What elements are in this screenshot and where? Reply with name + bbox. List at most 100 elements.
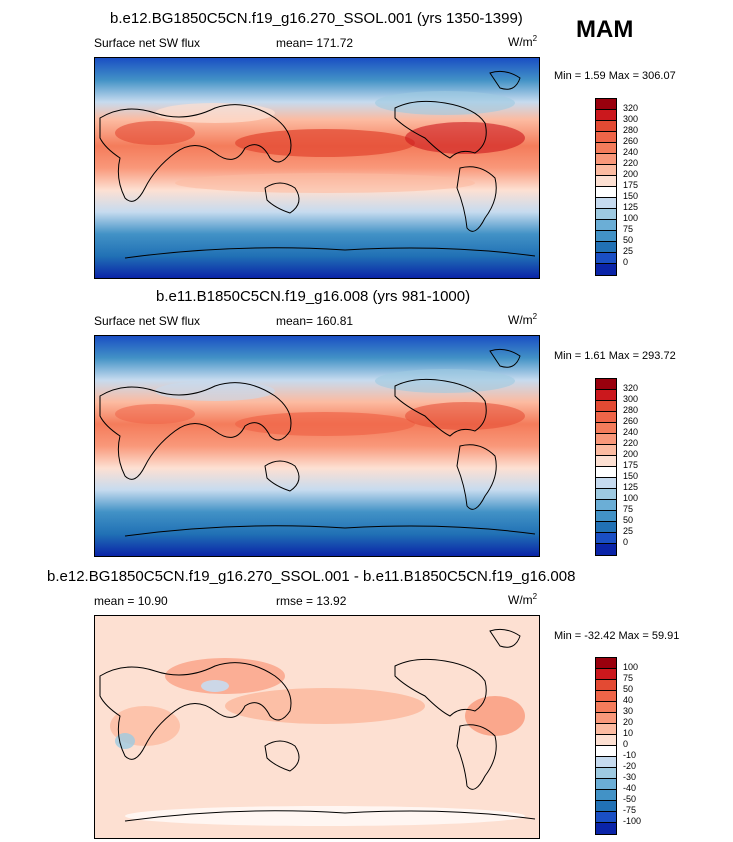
panel2-colorbar bbox=[595, 378, 617, 556]
panel1-minmax: Min = 1.59 Max = 306.07 bbox=[554, 70, 676, 82]
panel1-colorbar-box bbox=[596, 198, 616, 209]
panel2-colorbar-box bbox=[596, 423, 616, 434]
colorbar-tick: 50 bbox=[623, 684, 634, 694]
panel2-colorbar-box bbox=[596, 489, 616, 500]
colorbar-tick: 260 bbox=[623, 416, 639, 426]
colorbar-tick: 75 bbox=[623, 224, 634, 234]
colorbar-tick: 10 bbox=[623, 728, 634, 738]
colorbar-tick: 240 bbox=[623, 147, 639, 157]
panel2-colorbar-box bbox=[596, 511, 616, 522]
panel3-colorbar-box bbox=[596, 768, 616, 779]
panel2-colorbar-box bbox=[596, 379, 616, 390]
colorbar-tick: 300 bbox=[623, 114, 639, 124]
colorbar-tick: 175 bbox=[623, 460, 639, 470]
panel3-colorbar-box bbox=[596, 724, 616, 735]
panel2-colorbar-box bbox=[596, 456, 616, 467]
panel1-colorbar-box bbox=[596, 132, 616, 143]
panel2-colorbar-box bbox=[596, 478, 616, 489]
panel1-colorbar-box bbox=[596, 121, 616, 132]
colorbar-tick: 175 bbox=[623, 180, 639, 190]
panel1-colorbar-box bbox=[596, 176, 616, 187]
colorbar-tick: 320 bbox=[623, 103, 639, 113]
panel2-minmax: Min = 1.61 Max = 293.72 bbox=[554, 350, 676, 362]
panel3-mean-label: mean = 10.90 bbox=[94, 594, 168, 608]
panel1-colorbar-box bbox=[596, 231, 616, 242]
colorbar-tick: 100 bbox=[623, 493, 639, 503]
colorbar-tick: 0 bbox=[623, 739, 629, 749]
colorbar-tick: 280 bbox=[623, 125, 639, 135]
panel3-colorbar-box bbox=[596, 746, 616, 757]
panel3-colorbar-box bbox=[596, 790, 616, 801]
colorbar-tick: 25 bbox=[623, 526, 634, 536]
panel2-title: b.e11.B1850C5CN.f19_g16.008 (yrs 981-100… bbox=[156, 288, 471, 305]
colorbar-tick: -10 bbox=[623, 750, 637, 760]
colorbar-tick: 0 bbox=[623, 257, 629, 267]
panel1-variable-label: Surface net SW flux bbox=[94, 36, 201, 50]
colorbar-tick: 150 bbox=[623, 471, 639, 481]
panel3-colorbar-box bbox=[596, 669, 616, 680]
panel2-colorbar-box bbox=[596, 412, 616, 423]
panel1-colorbar-box bbox=[596, 165, 616, 176]
panel1-colorbar-box bbox=[596, 209, 616, 220]
panel1-colorbar-box bbox=[596, 154, 616, 165]
colorbar-tick: 320 bbox=[623, 383, 639, 393]
panel1-colorbar-box bbox=[596, 264, 616, 275]
panel1-colorbar bbox=[595, 98, 617, 276]
panel2-colorbar-box bbox=[596, 533, 616, 544]
panel3-minmax: Min = -32.42 Max = 59.91 bbox=[554, 630, 680, 642]
colorbar-tick: 0 bbox=[623, 537, 629, 547]
panel2-colorbar-box bbox=[596, 401, 616, 412]
panel2-colorbar-box bbox=[596, 445, 616, 456]
colorbar-tick: 25 bbox=[623, 246, 634, 256]
colorbar-tick: 300 bbox=[623, 394, 639, 404]
panel1-colorbar-box bbox=[596, 187, 616, 198]
colorbar-tick: -100 bbox=[623, 816, 642, 826]
panel1-mean-label: mean= 171.72 bbox=[276, 36, 354, 50]
panel1-colorbar-box bbox=[596, 99, 616, 110]
colorbar-tick: 280 bbox=[623, 405, 639, 415]
colorbar-tick: 20 bbox=[623, 717, 634, 727]
panel2-colorbar-box bbox=[596, 434, 616, 445]
panel2-colorbar-box bbox=[596, 544, 616, 555]
colorbar-tick: 125 bbox=[623, 202, 639, 212]
colorbar-tick: 50 bbox=[623, 515, 634, 525]
colorbar-tick: 30 bbox=[623, 706, 634, 716]
colorbar-tick: -75 bbox=[623, 805, 637, 815]
panel3-colorbar-box bbox=[596, 757, 616, 768]
colorbar-tick: 260 bbox=[623, 136, 639, 146]
panel3-colorbar-box bbox=[596, 779, 616, 790]
panel1-colorbar-box bbox=[596, 253, 616, 264]
colorbar-tick: 75 bbox=[623, 504, 634, 514]
panel3-title: b.e12.BG1850C5CN.f19_g16.270_SSOL.001 - … bbox=[47, 568, 576, 585]
colorbar-tick: 220 bbox=[623, 158, 639, 168]
colorbar-tick: -40 bbox=[623, 783, 637, 793]
panel1-units: W/m2 bbox=[508, 34, 538, 49]
colorbar-tick: -50 bbox=[623, 794, 637, 804]
colorbar-tick: 220 bbox=[623, 438, 639, 448]
panel1-title: b.e12.BG1850C5CN.f19_g16.270_SSOL.001 (y… bbox=[110, 10, 523, 27]
colorbar-tick: -30 bbox=[623, 772, 637, 782]
panel2-map bbox=[94, 335, 540, 557]
panel3-colorbar-box bbox=[596, 823, 616, 834]
panel2-colorbar-box bbox=[596, 522, 616, 533]
panel3-colorbar-box bbox=[596, 713, 616, 724]
panel1-map bbox=[94, 57, 540, 279]
colorbar-tick: 100 bbox=[623, 662, 639, 672]
panel3-colorbar-box bbox=[596, 691, 616, 702]
colorbar-tick: 40 bbox=[623, 695, 634, 705]
panel3-rmse-label: rmse = 13.92 bbox=[276, 594, 347, 608]
colorbar-tick: 50 bbox=[623, 235, 634, 245]
panel3-colorbar-box bbox=[596, 735, 616, 746]
panel3-colorbar-box bbox=[596, 702, 616, 713]
colorbar-tick: 125 bbox=[623, 482, 639, 492]
panel3-colorbar-box bbox=[596, 658, 616, 669]
colorbar-tick: 200 bbox=[623, 169, 639, 179]
panel3-colorbar-box bbox=[596, 801, 616, 812]
panel1-colorbar-box bbox=[596, 220, 616, 231]
panel1-colorbar-box bbox=[596, 110, 616, 121]
colorbar-tick: 75 bbox=[623, 673, 634, 683]
panel2-units: W/m2 bbox=[508, 312, 538, 327]
panel1-colorbar-box bbox=[596, 242, 616, 253]
panel1-colorbar-box bbox=[596, 143, 616, 154]
panel3-colorbar-box bbox=[596, 812, 616, 823]
